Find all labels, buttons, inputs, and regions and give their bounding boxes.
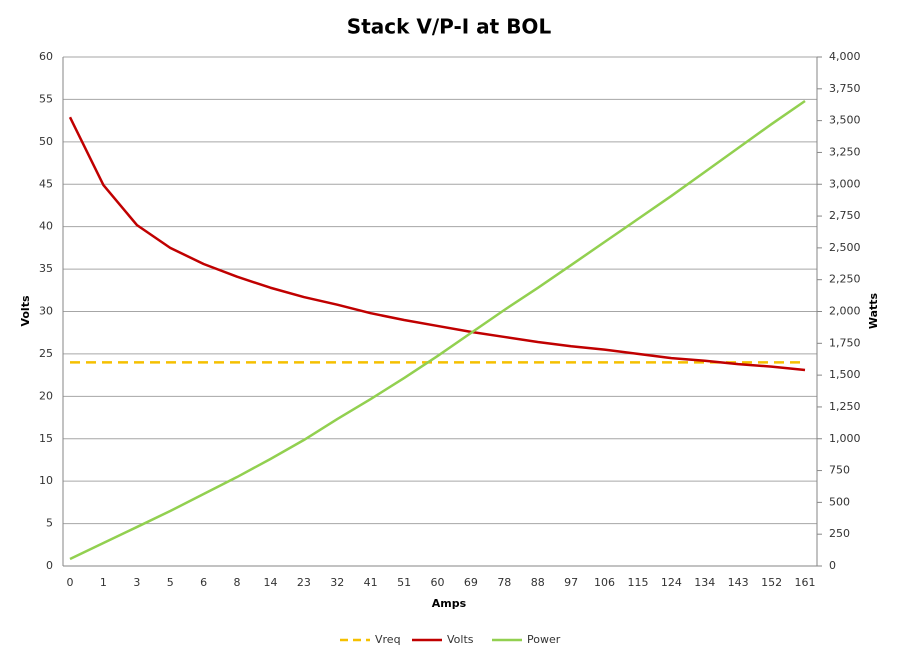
y2-tick-label: 1,000 — [829, 432, 861, 445]
y2-tick-label: 4,000 — [829, 50, 861, 63]
x-tick-label: 32 — [330, 576, 344, 589]
y2-tick-label: 0 — [829, 559, 836, 572]
y-tick-label: 30 — [39, 305, 53, 318]
series-line — [69, 99, 806, 561]
x-tick-label: 0 — [67, 576, 74, 589]
y-tick-label: 45 — [39, 177, 53, 190]
y2-tick-label: 250 — [829, 527, 850, 540]
chart-title: Stack V/P-I at BOL — [347, 15, 552, 39]
y2-tick-label: 2,500 — [829, 241, 861, 254]
y2-tick-label: 1,500 — [829, 368, 861, 381]
x-axis-title: Amps — [432, 597, 467, 610]
y2-tick-label: 3,000 — [829, 177, 861, 190]
x-tick-label: 5 — [167, 576, 174, 589]
x-tick-label: 134 — [694, 576, 715, 589]
x-tick-label: 6 — [200, 576, 207, 589]
y2-tick-label: 1,750 — [829, 336, 861, 349]
x-tick-label: 161 — [795, 576, 816, 589]
y-tick-label: 20 — [39, 389, 53, 402]
y-tick-label: 35 — [39, 262, 53, 275]
x-tick-label: 78 — [497, 576, 511, 589]
y-tick-label: 10 — [39, 474, 53, 487]
x-tick-label: 51 — [397, 576, 411, 589]
y2-tick-label: 1,250 — [829, 400, 861, 413]
y2-tick-label: 3,750 — [829, 82, 861, 95]
y-tick-label: 40 — [39, 220, 53, 233]
x-tick-label: 60 — [431, 576, 445, 589]
x-tick-label: 115 — [627, 576, 648, 589]
legend-label: Volts — [447, 633, 474, 646]
x-tick-label: 97 — [564, 576, 578, 589]
series-line — [68, 116, 806, 372]
x-tick-label: 106 — [594, 576, 615, 589]
y-tick-label: 25 — [39, 347, 53, 360]
y-tick-label: 60 — [39, 50, 53, 63]
legend-label: Power — [527, 633, 561, 646]
x-tick-label: 124 — [661, 576, 682, 589]
x-tick-label: 152 — [761, 576, 782, 589]
x-tick-label: 14 — [263, 576, 277, 589]
y-tick-label: 50 — [39, 135, 53, 148]
y-tick-label: 5 — [46, 517, 53, 530]
x-tick-label: 69 — [464, 576, 478, 589]
y2-tick-label: 3,500 — [829, 114, 861, 127]
y-tick-label: 15 — [39, 432, 53, 445]
y2-tick-label: 2,000 — [829, 305, 861, 318]
y2-tick-label: 750 — [829, 464, 850, 477]
x-tick-label: 8 — [234, 576, 241, 589]
y2-tick-label: 500 — [829, 495, 850, 508]
x-tick-label: 88 — [531, 576, 545, 589]
y-tick-label: 0 — [46, 559, 53, 572]
y2-tick-label: 3,250 — [829, 145, 861, 158]
x-tick-label: 143 — [728, 576, 749, 589]
y2-axis-title: Watts — [867, 292, 880, 329]
x-tick-label: 3 — [133, 576, 140, 589]
legend-label: Vreq — [375, 633, 401, 646]
y2-tick-label: 2,750 — [829, 209, 861, 222]
x-tick-label: 1 — [100, 576, 107, 589]
x-tick-label: 23 — [297, 576, 311, 589]
y-axis-title: Volts — [19, 295, 32, 326]
x-tick-label: 41 — [364, 576, 378, 589]
y-tick-label: 55 — [39, 92, 53, 105]
y2-tick-label: 2,250 — [829, 273, 861, 286]
